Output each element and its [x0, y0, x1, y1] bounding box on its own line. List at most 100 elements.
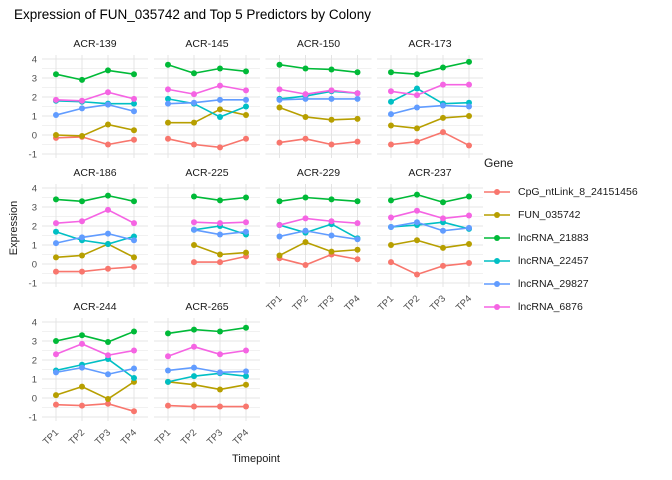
x-tick-label: TP2 [67, 427, 87, 447]
data-point-lncRNA_29827 [440, 102, 446, 109]
data-point-lncRNA_6876 [105, 352, 111, 359]
series-line-lncRNA_6876 [390, 210, 470, 220]
data-point-lncRNA_29827 [131, 365, 137, 372]
series-line-lncRNA_29827 [167, 366, 247, 374]
legend-label: lncRNA_6876 [518, 300, 583, 313]
data-point-FUN_035742 [302, 239, 309, 246]
x-tick-label: TP3 [428, 293, 448, 313]
data-point-FUN_035742 [131, 254, 137, 261]
data-point-lncRNA_29827 [276, 233, 283, 240]
data-point-lncRNA_6876 [131, 95, 137, 102]
data-point-lncRNA_29827 [328, 95, 335, 102]
data-point-lncRNA_6876 [165, 353, 171, 360]
y-tick-label: 4 [32, 184, 37, 195]
data-point-lncRNA_29827 [414, 104, 420, 111]
series-line-lncRNA_6876 [55, 209, 135, 224]
data-point-lncRNA_29827 [191, 226, 197, 233]
facet-ACR-186: ACR-186 4 3 2 1 0 -1 [29, 167, 148, 290]
data-point-lncRNA_29827 [53, 112, 59, 119]
data-point-FUN_035742 [191, 119, 197, 126]
series-line-lncRNA_22457 [278, 223, 359, 240]
data-point-lncRNA_21883 [276, 61, 283, 68]
data-point-CpG_ntLink_8_24151456 [302, 135, 309, 142]
legend-label: lncRNA_21883 [518, 231, 589, 244]
series-line-lncRNA_22457 [55, 358, 135, 379]
y-tick-label: 2 [32, 356, 37, 367]
data-point-FUN_035742 [466, 241, 472, 248]
x-tick-label: TP4 [343, 293, 363, 313]
data-point-FUN_035742 [131, 127, 137, 134]
y-tick-label: 1 [32, 375, 37, 386]
legend-label: CpG_ntLink_8_24151456 [518, 185, 638, 198]
data-point-lncRNA_6876 [79, 218, 85, 225]
data-point-lncRNA_21883 [243, 68, 249, 75]
data-point-lncRNA_21883 [131, 198, 137, 205]
data-point-lncRNA_29827 [328, 232, 335, 239]
facet-ACR-265: ACR-265 TP1 TP2 TP3 TP4 [153, 301, 260, 447]
data-point-CpG_ntLink_8_24151456 [131, 408, 137, 415]
data-point-lncRNA_6876 [354, 220, 361, 227]
data-point-lncRNA_21883 [53, 196, 59, 203]
facet-title: ACR-265 [185, 301, 228, 313]
data-point-lncRNA_21883 [79, 76, 85, 83]
x-tick-label: TP4 [454, 293, 474, 313]
legend-key-point [494, 188, 500, 195]
series-line-lncRNA_29827 [390, 221, 470, 232]
data-point-lncRNA_6876 [191, 343, 197, 350]
x-tick-label: TP2 [291, 293, 311, 313]
legend-key-icon [484, 188, 510, 195]
y-tick-label: 3 [32, 203, 37, 214]
facet-ACR-244: ACR-244 4 3 2 1 0 -1 TP1 TP2 TP3 TP4 [29, 301, 148, 447]
legend-key-point [494, 280, 500, 287]
legend-item-lncRNA_6876: lncRNA_6876 [484, 295, 670, 318]
data-point-lncRNA_21883 [79, 332, 85, 339]
series-line-CpG_ntLink_8_24151456 [167, 404, 247, 408]
series-line-FUN_035742 [278, 106, 359, 121]
data-point-lncRNA_22457 [165, 95, 171, 102]
data-point-FUN_035742 [328, 116, 335, 123]
data-point-CpG_ntLink_8_24151456 [79, 402, 85, 409]
data-point-lncRNA_6876 [53, 96, 59, 103]
y-tick-label: 4 [32, 318, 37, 329]
series-line-CpG_ntLink_8_24151456 [55, 402, 135, 413]
data-point-lncRNA_29827 [302, 227, 309, 234]
data-point-CpG_ntLink_8_24151456 [191, 259, 197, 266]
facet-ACR-237: ACR-237 TP1 TP2 TP3 TP4 [376, 167, 483, 313]
facet-ACR-150: ACR-150 [265, 38, 372, 158]
data-point-lncRNA_29827 [105, 371, 111, 378]
series-line-lncRNA_22457 [167, 98, 247, 118]
legend-key-icon [484, 257, 510, 264]
data-point-FUN_035742 [191, 381, 197, 388]
data-point-CpG_ntLink_8_24151456 [191, 141, 197, 148]
data-point-lncRNA_6876 [243, 87, 249, 94]
data-point-FUN_035742 [191, 242, 197, 248]
data-point-lncRNA_21883 [105, 338, 111, 345]
legend-key-point [494, 211, 500, 218]
data-point-lncRNA_6876 [243, 219, 249, 226]
data-point-lncRNA_21883 [217, 65, 223, 72]
data-point-lncRNA_21883 [131, 71, 137, 78]
facet-title: ACR-237 [408, 167, 451, 179]
data-point-lncRNA_6876 [53, 220, 59, 227]
data-point-lncRNA_29827 [354, 95, 361, 102]
series-line-lncRNA_22457 [390, 221, 470, 230]
data-point-lncRNA_21883 [243, 324, 249, 331]
data-point-lncRNA_21883 [388, 197, 394, 204]
data-point-lncRNA_21883 [440, 199, 446, 206]
facet-title: ACR-145 [185, 38, 228, 50]
data-point-lncRNA_6876 [328, 87, 335, 94]
data-point-FUN_035742 [354, 246, 361, 253]
data-point-lncRNA_21883 [105, 192, 111, 199]
data-point-lncRNA_21883 [131, 328, 137, 335]
data-point-lncRNA_29827 [440, 227, 446, 234]
data-point-lncRNA_6876 [414, 92, 420, 99]
data-point-lncRNA_22457 [165, 378, 171, 385]
data-point-CpG_ntLink_8_24151456 [131, 136, 137, 143]
data-point-lncRNA_29827 [388, 111, 394, 118]
data-point-FUN_035742 [243, 381, 249, 388]
data-point-lncRNA_29827 [53, 240, 59, 247]
series-line-lncRNA_6876 [278, 217, 359, 226]
data-point-lncRNA_22457 [105, 241, 111, 248]
data-point-lncRNA_21883 [165, 61, 171, 68]
x-tick-label: TP4 [231, 427, 251, 447]
